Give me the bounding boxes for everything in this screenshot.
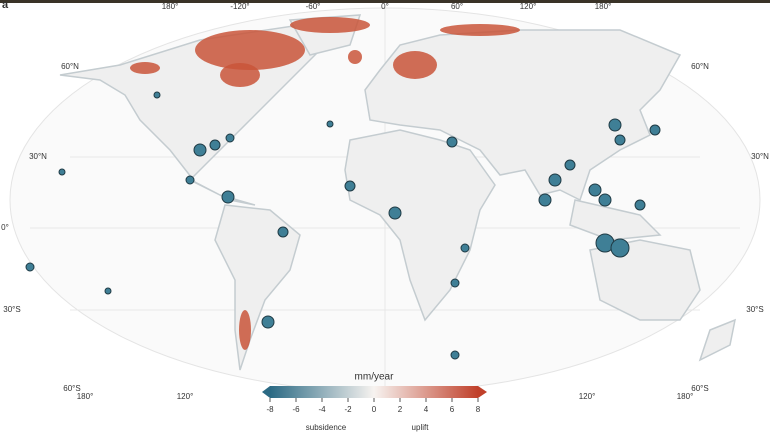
coordinate-label: 120° (520, 2, 537, 11)
coordinate-label: 30°N (29, 152, 47, 161)
panel-label: a (2, 0, 9, 11)
colorbar-arrow-right (478, 386, 487, 398)
colorbar-tick-label: 8 (476, 405, 481, 414)
graticule-labels: 180° -120° -60° 0° 60° 120° 180° 60°N 30°N 0° 30°S… (1, 2, 769, 401)
colorbar-arrow-left (262, 386, 270, 398)
coordinate-label: 30°S (3, 305, 20, 314)
colorbar (270, 386, 478, 398)
coordinate-label: 120° (177, 392, 194, 401)
colorbar-tick-label: -6 (292, 405, 300, 414)
coordinate-label: 60° (451, 2, 463, 11)
coordinate-label: 30°N (751, 152, 769, 161)
colorbar-tick-label: -4 (318, 405, 326, 414)
subsidence-sites (25, 91, 661, 360)
coordinate-label: 180° (677, 392, 694, 401)
continents (59, 14, 737, 371)
colorbar-tick-label: 6 (450, 405, 455, 414)
legend-right-label: uplift (412, 423, 430, 432)
colorbar-ticks: -8 -6 -4 -2 0 2 4 6 8 (266, 398, 481, 414)
coordinate-label: 30°S (746, 305, 763, 314)
coordinate-label: -60° (306, 2, 321, 11)
uplift-areas (130, 17, 520, 350)
coordinate-label: 60°N (691, 62, 709, 71)
colorbar-tick-label: 4 (424, 405, 429, 414)
colorbar-tick-label: -8 (266, 405, 274, 414)
coordinate-label: 120° (579, 392, 596, 401)
legend-title: mm/year (355, 372, 395, 383)
legend-left-label: subsidence (306, 423, 347, 432)
colorbar-tick-label: -2 (344, 405, 352, 414)
coordinate-label: 180° (162, 2, 179, 11)
coordinate-label: -120° (230, 2, 249, 11)
colorbar-tick-label: 2 (398, 405, 403, 414)
coordinate-label: 60°N (61, 62, 79, 71)
colorbar-tick-label: 0 (372, 405, 377, 414)
top-bar (0, 0, 770, 3)
coordinate-label: 0° (381, 2, 389, 11)
coordinate-label: 0° (1, 223, 9, 232)
coordinate-label: 180° (77, 392, 94, 401)
coordinate-label: 60°S (691, 384, 708, 393)
coordinate-label: 60°S (63, 384, 80, 393)
coordinate-label: 180° (595, 2, 612, 11)
